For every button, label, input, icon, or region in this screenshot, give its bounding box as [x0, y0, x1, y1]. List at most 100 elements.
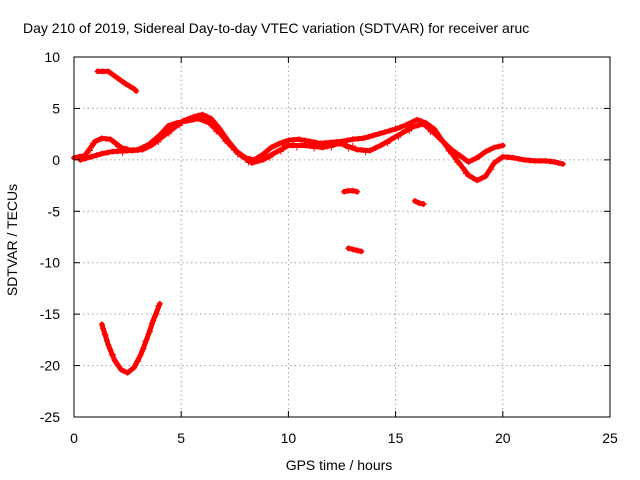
data-point [461, 155, 468, 162]
data-point [270, 150, 277, 157]
data-point [104, 337, 111, 344]
data-point [341, 141, 348, 148]
data-point [109, 71, 116, 78]
data-point [293, 144, 300, 151]
data-point [127, 367, 134, 374]
data-point [107, 136, 114, 143]
data-point [124, 369, 131, 376]
data-point [474, 177, 481, 184]
data-point [137, 352, 144, 359]
data-point [344, 137, 351, 144]
data-point [147, 328, 154, 335]
data-point [149, 138, 156, 145]
data-point [486, 146, 493, 153]
data-point [290, 136, 297, 143]
data-point [122, 80, 129, 87]
data-point [241, 155, 248, 162]
series-main-track-b [77, 115, 506, 166]
series-isolated-cluster-1 [341, 187, 361, 195]
data-point [384, 140, 391, 147]
y-axis-title: SDTVAR / TECUs [4, 184, 20, 296]
data-point [94, 68, 101, 75]
data-point [499, 153, 506, 160]
data-point [409, 123, 416, 130]
data-point [345, 145, 352, 152]
y-tick-label: -20 [40, 358, 60, 374]
data-point [156, 132, 163, 139]
data-point [354, 188, 361, 195]
data-point [345, 245, 352, 252]
y-tick-label: 10 [44, 49, 60, 65]
data-point [131, 364, 138, 371]
data-point [165, 122, 172, 129]
data-point [133, 87, 140, 94]
data-point [227, 142, 234, 149]
data-point [365, 133, 372, 140]
data-point [216, 130, 223, 137]
data-point [208, 115, 215, 122]
data-point [114, 148, 121, 155]
data-point [439, 138, 446, 145]
data-point [415, 122, 422, 129]
data-point [266, 154, 273, 161]
y-tick-label: -15 [40, 306, 60, 322]
y-tick-label: -5 [48, 203, 61, 219]
data-point [268, 144, 275, 151]
data-point [277, 148, 284, 155]
data-point [301, 137, 308, 144]
data-point [179, 118, 186, 125]
data-point [377, 142, 384, 149]
data-point [399, 130, 406, 137]
data-point [555, 159, 562, 166]
data-point [332, 139, 339, 146]
data-point [454, 159, 461, 166]
data-point [209, 123, 216, 130]
data-point [354, 247, 361, 254]
data-point [456, 152, 463, 159]
data-point [118, 77, 125, 84]
data-point [109, 148, 116, 155]
data-point [349, 143, 356, 150]
data-point [306, 142, 313, 149]
data-point [189, 116, 196, 123]
data-point [245, 159, 252, 166]
data-point [315, 142, 322, 148]
data-point [135, 358, 142, 365]
data-point [482, 148, 489, 155]
data-point [98, 321, 105, 328]
series-isolated-cluster-2 [345, 245, 365, 255]
data-point [542, 157, 549, 164]
y-tick-label: 5 [52, 100, 60, 116]
data-point [510, 154, 517, 161]
data-point [259, 156, 266, 163]
data-point [276, 140, 283, 147]
data-point [89, 139, 96, 146]
data-point [406, 128, 413, 134]
data-point [411, 198, 418, 204]
data-point [124, 147, 131, 154]
data-point [219, 133, 226, 140]
data-point [200, 117, 207, 124]
y-tick-label: -10 [40, 255, 60, 271]
data-point [231, 145, 238, 152]
data-point [469, 174, 476, 181]
data-point [392, 126, 399, 132]
data-point [195, 115, 202, 122]
data-point [505, 154, 512, 161]
data-point [465, 158, 472, 165]
data-point [238, 152, 245, 159]
x-tick-label: 10 [281, 430, 297, 446]
data-point [259, 151, 266, 158]
data-point [452, 149, 459, 156]
data-point [106, 345, 113, 352]
data-point [296, 136, 303, 143]
data-point [551, 158, 558, 165]
data-point [162, 128, 169, 134]
data-point [140, 346, 147, 353]
data-point [148, 319, 155, 326]
data-point [224, 137, 231, 144]
data-point [105, 342, 112, 348]
data-point [495, 143, 502, 150]
data-point [427, 129, 434, 136]
